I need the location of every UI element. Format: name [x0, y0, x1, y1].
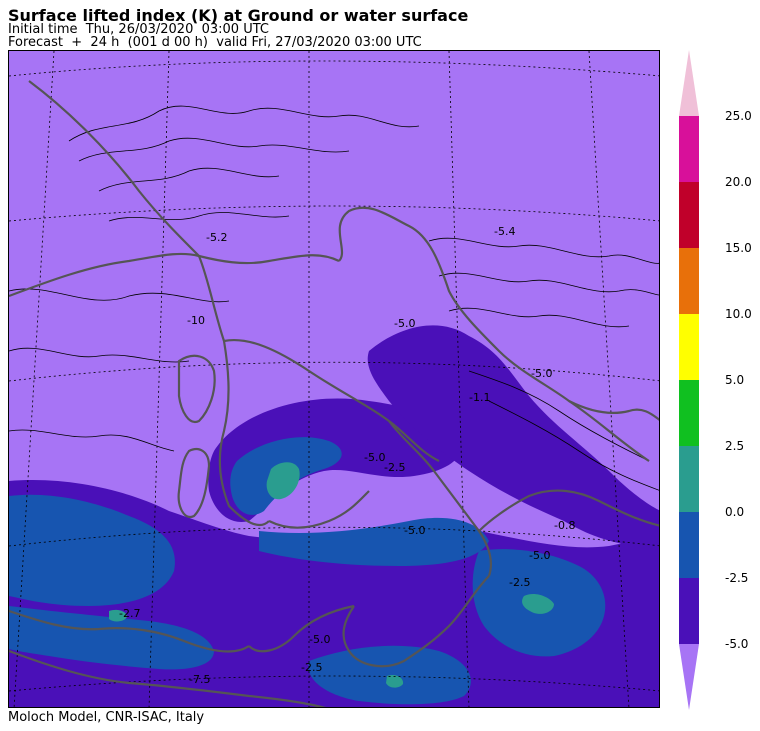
model-credit: Moloch Model, CNR-ISAC, Italy: [8, 710, 205, 725]
legend-tick: 15.0: [725, 241, 752, 255]
lifted-index-band-mid-west: [9, 494, 175, 606]
lifted-index-band-mid-south: [9, 606, 214, 670]
graticule: [9, 51, 659, 707]
legend-tick: 10.0: [725, 307, 752, 321]
legend-tick: 5.0: [725, 373, 745, 387]
legend-arrow-bottom: [679, 644, 699, 710]
contour-label: -5.4: [494, 225, 515, 238]
contour-label: -7.5: [189, 673, 210, 686]
legend-tick: 0.0: [725, 505, 745, 519]
legend-swatch-5-10: [679, 314, 699, 380]
contour-lines: [9, 105, 659, 491]
contour-label: -10: [187, 314, 205, 327]
color-scale-bar: [679, 50, 699, 710]
initial-time-line: Initial time Thu, 26/03/2020 03:00 UTC: [8, 22, 269, 37]
contour-label: -1.1: [469, 391, 490, 404]
lifted-index-band-high-cyclone: [266, 462, 300, 500]
legend-arrow-top: [679, 50, 699, 116]
map-panel: -5.2 -10 -5.4 -5.0 -5.0 -5.0 -5.0 -2.5 -…: [8, 50, 660, 708]
forecast-time-line: Forecast + 24 h (001 d 00 h) valid Fri, …: [8, 35, 422, 50]
lifted-index-band-adriatic: [367, 325, 659, 547]
legend-tick: -5.0: [725, 637, 749, 651]
contour-label: -5.0: [394, 317, 415, 330]
lifted-index-map: -5.2 -10 -5.4 -5.0 -5.0 -5.0 -5.0 -2.5 -…: [9, 51, 659, 707]
contour-label: -2.5: [301, 661, 322, 674]
legend-tick: 25.0: [725, 109, 752, 123]
contour-label: -2.7: [119, 607, 140, 620]
legend-swatch-15-20: [679, 182, 699, 248]
contour-label: -5.0: [529, 549, 550, 562]
lifted-index-band-high-west: [109, 609, 127, 622]
contour-label: -5.2: [206, 231, 227, 244]
contour-value-labels: -5.2 -10 -5.4 -5.0 -5.0 -5.0 -5.0 -2.5 -…: [119, 225, 575, 686]
lifted-index-band-high-south: [386, 674, 404, 688]
coastlines-and-borders: [9, 80, 659, 707]
legend-swatch-0-2.5: [679, 446, 699, 512]
legend-tick: 2.5: [725, 439, 745, 453]
contour-label: -5.0: [309, 633, 330, 646]
legend-swatch-10-15: [679, 248, 699, 314]
contour-label: -5.0: [364, 451, 385, 464]
contour-label: -0.8: [554, 519, 575, 532]
color-scale-legend: 25.0 20.0 15.0 10.0 5.0 2.5 0.0 -2.5 -5.…: [676, 50, 760, 712]
legend-swatch-20-25: [679, 116, 699, 182]
contour-label: -2.5: [384, 461, 405, 474]
lifted-index-band-mid-coast: [259, 517, 489, 566]
contour-label: -2.5: [509, 576, 530, 589]
legend-swatch-neg2.5-0: [679, 512, 699, 578]
legend-swatch-2.5-5: [679, 380, 699, 446]
legend-tick: 20.0: [725, 175, 752, 189]
legend-tick: -2.5: [725, 571, 749, 585]
lifted-index-band-high-east: [522, 593, 554, 614]
lifted-index-band-mid-sea: [308, 645, 471, 705]
map-title: Surface lifted index (K) at Ground or wa…: [8, 6, 469, 25]
contour-label: -5.0: [531, 367, 552, 380]
legend-swatch-neg5-neg2.5: [679, 578, 699, 644]
contour-label: -5.0: [404, 524, 425, 537]
